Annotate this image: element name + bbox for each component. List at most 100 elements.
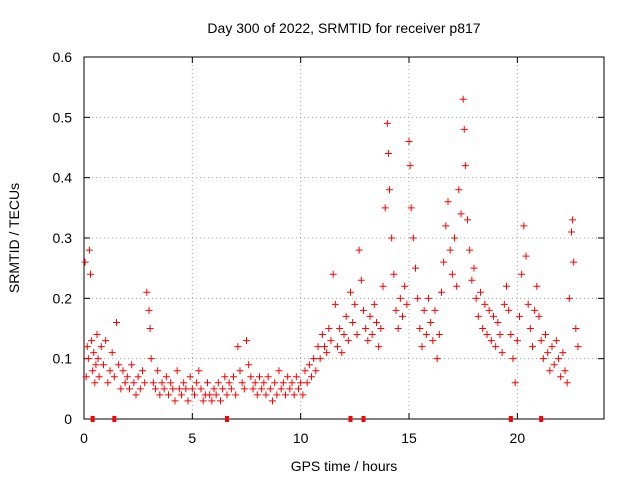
data-point — [340, 331, 348, 339]
data-point — [561, 367, 569, 375]
data-point — [195, 367, 203, 375]
data-point — [81, 258, 89, 266]
data-point — [277, 385, 285, 393]
data-point — [563, 379, 571, 387]
x-tick-label: 0 — [80, 430, 88, 446]
data-point — [555, 355, 562, 363]
data-point — [418, 343, 426, 351]
data-point — [490, 312, 497, 320]
data-point — [479, 325, 487, 332]
data-point — [412, 264, 419, 272]
data-point — [126, 385, 133, 393]
data-point — [509, 355, 517, 363]
data-point — [92, 361, 100, 369]
chart-title: Day 300 of 2022, SRMTID for receiver p81… — [207, 20, 480, 36]
data-point — [115, 361, 123, 369]
data-point — [236, 367, 244, 375]
data-point — [470, 264, 478, 272]
x-axis-label: GPS time / hours — [291, 458, 398, 474]
data-point — [193, 379, 201, 387]
data-point — [314, 343, 322, 351]
baseline-marker — [225, 416, 229, 422]
data-point — [100, 361, 107, 369]
data-point — [143, 288, 151, 296]
axis-ticks — [83, 56, 604, 420]
data-point — [522, 252, 530, 260]
data-point — [303, 379, 311, 387]
baseline-marker — [361, 416, 366, 422]
data-point — [498, 349, 506, 357]
y-tick-label: 0.6 — [53, 49, 73, 65]
data-point — [312, 367, 320, 375]
data-point — [565, 294, 573, 302]
data-point — [128, 361, 136, 369]
data-point — [212, 391, 220, 399]
baseline-marker — [112, 416, 117, 422]
data-point — [266, 385, 274, 393]
data-point — [95, 373, 103, 381]
data-point — [227, 385, 235, 393]
data-point — [121, 379, 129, 387]
x-tick-label: 15 — [401, 430, 417, 446]
tick-labels: 0 0.1 0.2 0.3 0.4 0.5 0.6 0 5 10 15 20 — [53, 49, 526, 446]
data-point — [119, 367, 127, 375]
y-tick-label: 0.5 — [53, 109, 73, 125]
data-point — [82, 373, 90, 381]
data-point — [416, 325, 424, 332]
data-point — [305, 361, 313, 369]
data-point — [104, 379, 112, 387]
data-point — [366, 312, 374, 320]
data-point — [557, 373, 565, 381]
data-points — [81, 95, 582, 405]
data-point — [570, 258, 578, 266]
data-point — [331, 300, 339, 308]
data-point — [318, 331, 326, 339]
data-point — [492, 343, 500, 351]
data-point — [316, 355, 324, 363]
data-point — [210, 385, 218, 393]
data-point — [496, 331, 504, 339]
data-point — [468, 276, 476, 284]
data-point — [240, 385, 248, 393]
data-point — [106, 367, 114, 375]
data-point — [286, 385, 294, 393]
data-point — [487, 337, 495, 345]
data-point — [171, 397, 179, 405]
data-point — [273, 391, 281, 399]
data-point — [399, 312, 406, 320]
data-point — [344, 337, 352, 345]
data-point — [152, 385, 159, 393]
data-point — [379, 282, 387, 290]
data-point — [184, 397, 192, 405]
data-point — [88, 337, 96, 345]
data-point — [234, 343, 242, 351]
y-axis-label: SRMTID / TECUs — [6, 183, 22, 293]
y-tick-label: 0.1 — [53, 351, 73, 367]
data-point — [427, 318, 435, 326]
data-point — [513, 337, 521, 345]
data-point — [461, 162, 469, 170]
data-point — [329, 270, 337, 278]
data-point — [338, 349, 346, 357]
data-point — [132, 391, 140, 399]
data-point — [546, 367, 554, 375]
data-point — [507, 331, 515, 339]
data-point — [384, 150, 392, 158]
data-point — [308, 373, 315, 381]
data-point — [531, 306, 539, 314]
data-point — [310, 355, 318, 363]
data-point — [505, 306, 513, 314]
data-point — [292, 373, 300, 381]
data-point — [149, 379, 157, 387]
data-point — [83, 343, 91, 351]
data-point — [383, 119, 391, 127]
data-point — [390, 270, 398, 278]
data-point — [572, 325, 580, 332]
data-point — [362, 325, 370, 332]
data-point — [290, 391, 298, 399]
data-point — [87, 270, 94, 278]
data-point — [323, 349, 331, 357]
data-point — [186, 373, 194, 381]
data-point — [91, 379, 99, 387]
data-point — [94, 355, 102, 363]
